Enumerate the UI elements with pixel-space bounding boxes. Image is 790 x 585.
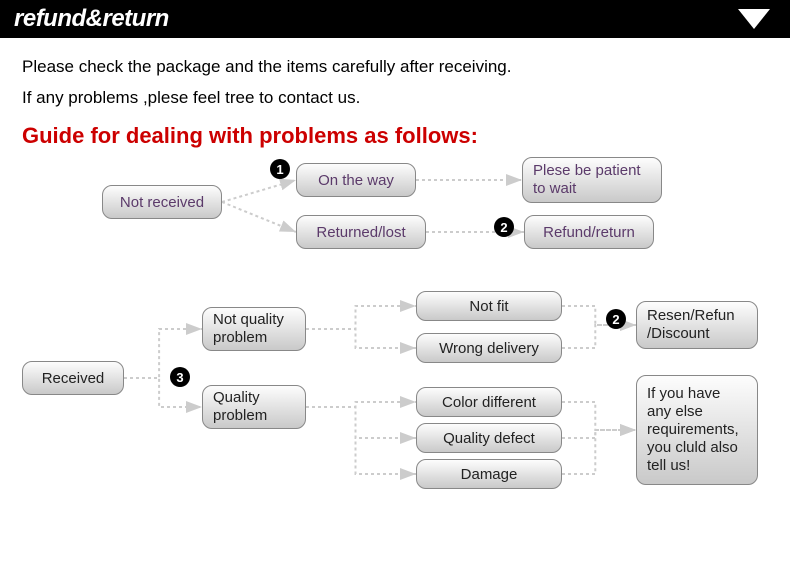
node-wrong-delivery: Wrong delivery — [416, 333, 562, 363]
node-received: Received — [22, 361, 124, 395]
node-returned-lost: Returned/lost — [296, 215, 426, 249]
arrow-down-icon — [738, 9, 770, 29]
header-title: refund&return — [14, 5, 169, 33]
node-not-fit: Not fit — [416, 291, 562, 321]
node-patient: Plese be patient to wait — [522, 157, 662, 203]
node-not-quality: Not quality problem — [202, 307, 306, 351]
badge-b1: 1 — [270, 159, 290, 179]
flowchart-canvas: Not received On the way Returned/lost Plese… — [0, 157, 790, 517]
node-resend: Resen/Refun /Discount — [636, 301, 758, 349]
node-on-the-way: On the way — [296, 163, 416, 197]
node-quality-defect: Quality defect — [416, 423, 562, 453]
node-refund-return: Refund/return — [524, 215, 654, 249]
node-else-req: If you have any else requirements, you c… — [636, 375, 758, 485]
node-damage: Damage — [416, 459, 562, 489]
node-not-received: Not received — [102, 185, 222, 219]
intro-line-2: If any problems ,plese feel tree to cont… — [22, 83, 768, 114]
badge-b4: 2 — [606, 309, 626, 329]
intro-line-1: Please check the package and the items c… — [22, 52, 768, 83]
badge-b2: 2 — [494, 217, 514, 237]
page-header: refund&return — [0, 0, 790, 38]
intro-block: Please check the package and the items c… — [0, 38, 790, 119]
guide-heading: Guide for dealing with problems as follo… — [0, 119, 790, 157]
node-quality: Quality problem — [202, 385, 306, 429]
node-color-different: Color different — [416, 387, 562, 417]
badge-b3: 3 — [170, 367, 190, 387]
